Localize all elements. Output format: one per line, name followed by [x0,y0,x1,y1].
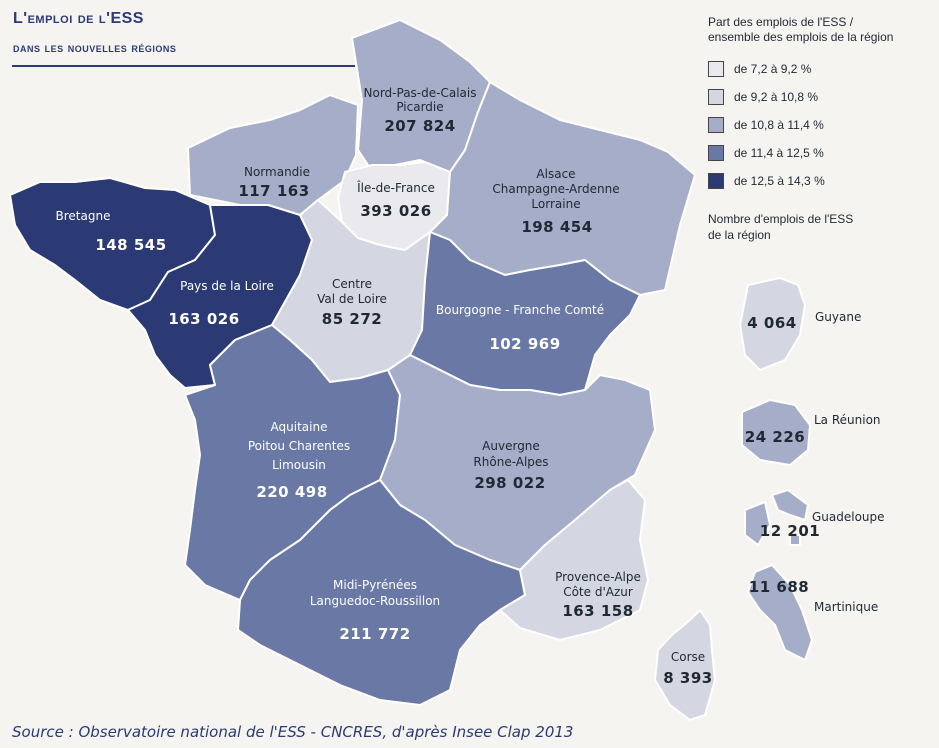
svg-text:Île-de-France: Île-de-France [356,180,435,195]
region-guyane[interactable] [739,277,806,371]
legend-swatch [708,145,724,161]
legend-swatch [708,89,724,105]
svg-text:211 772: 211 772 [339,625,410,643]
svg-text:393 026: 393 026 [360,202,431,220]
legend-label: de 9,2 à 10,8 % [734,90,819,104]
svg-text:Bourgogne - Franche Comté: Bourgogne - Franche Comté [436,303,604,317]
region-martinique[interactable] [747,564,813,661]
region-reunion[interactable] [741,399,811,466]
svg-text:207 824: 207 824 [384,117,455,135]
svg-text:Guadeloupe: Guadeloupe [812,510,885,524]
label-lrmp: Midi-Pyrénées Languedoc-Roussillon 211 7… [310,578,440,643]
svg-text:Alsace: Alsace [536,167,575,181]
label-reunion: 24 226 La Réunion [745,413,881,446]
legend-item: de 10,8 à 11,4 % [708,111,933,139]
legend-label: de 7,2 à 9,2 % [734,62,812,76]
svg-text:Corse: Corse [671,650,705,664]
svg-text:Martinique: Martinique [814,600,878,614]
region-corse[interactable] [654,609,716,721]
label-martinique: 11 688 Martinique [749,578,878,614]
legend-label: de 11,4 à 12,5 % [734,146,824,160]
legend-swatch [708,117,724,133]
label-ara: Auvergne Rhône-Alpes 298 022 [473,439,548,492]
svg-text:148 545: 148 545 [95,236,166,254]
label-paca: Provence-Alpe Côte d'Azur 163 158 [555,570,641,620]
svg-text:220 498: 220 498 [256,483,327,501]
svg-text:Limousin: Limousin [272,458,326,472]
svg-text:Provence-Alpe: Provence-Alpe [555,570,641,584]
svg-text:La Réunion: La Réunion [814,413,881,427]
map-title: L'emploi de l'ESS dans les nouvelles rég… [13,10,176,55]
svg-text:11 688: 11 688 [749,578,809,596]
legend-swatch [708,61,724,77]
svg-text:102 969: 102 969 [489,335,560,353]
svg-text:4 064: 4 064 [747,314,796,332]
source-note: Source : Observatoire national de l'ESS … [12,723,574,741]
title-line-1: L'emploi de l'ESS [13,10,144,27]
svg-text:Champagne-Ardenne: Champagne-Ardenne [492,182,619,196]
legend-swatch [708,173,724,189]
svg-text:117 163: 117 163 [238,182,309,200]
label-bfc: Bourgogne - Franche Comté 102 969 [436,303,604,353]
region-guadeloupe[interactable] [744,489,809,546]
legend-title-line-1: Part des emplois de l'ESS / [708,15,854,29]
label-acal: Alsace Champagne-Ardenne Lorraine 198 45… [492,167,619,236]
svg-text:Lorraine: Lorraine [531,197,580,211]
label-npdc: Nord-Pas-de-Calais Picardie 207 824 [364,86,477,135]
svg-text:Bretagne: Bretagne [56,209,111,223]
title-line-2: dans les nouvelles régions [13,40,177,55]
legend: Part des emplois de l'ESS / ensemble des… [708,15,933,243]
legend-label: de 10,8 à 11,4 % [734,118,824,132]
label-pdl: Pays de la Loire 163 026 [168,279,274,328]
legend-size-title-line-2: de la région [708,228,771,242]
svg-text:Auvergne: Auvergne [482,439,540,453]
region-paca[interactable] [499,479,649,641]
svg-text:Normandie: Normandie [244,165,310,179]
svg-text:Midi-Pyrénées: Midi-Pyrénées [333,578,417,592]
svg-text:Guyane: Guyane [815,310,861,324]
label-normandie: Normandie 117 163 [238,165,310,200]
legend-item: de 7,2 à 9,2 % [708,55,933,83]
label-idf: Île-de-France 393 026 [356,180,435,220]
legend-size-title: Nombre d'emplois de l'ESS de la région [708,211,933,243]
title-underline [12,65,355,67]
legend-title: Part des emplois de l'ESS / ensemble des… [708,15,933,45]
svg-text:Centre: Centre [332,277,372,291]
legend-title-line-2: ensemble des emplois de la région [708,30,894,44]
svg-text:Nord-Pas-de-Calais: Nord-Pas-de-Calais [364,86,477,100]
legend-item: de 9,2 à 10,8 % [708,83,933,111]
svg-text:12 201: 12 201 [760,522,820,540]
svg-text:Picardie: Picardie [396,100,443,114]
label-bretagne: Bretagne 148 545 [56,209,167,254]
svg-text:Val de Loire: Val de Loire [317,292,387,306]
legend-label: de 12,5 à 14,3 % [734,174,825,188]
svg-text:24 226: 24 226 [745,428,805,446]
svg-text:298 022: 298 022 [474,474,545,492]
legend-item: de 11,4 à 12,5 % [708,139,933,167]
legend-size-title-line-1: Nombre d'emplois de l'ESS [708,212,854,226]
label-alpc: Aquitaine Poitou Charentes Limousin 220 … [248,420,350,501]
svg-text:8 393: 8 393 [663,669,712,687]
label-corse: Corse 8 393 [663,650,712,687]
label-guyane: 4 064 Guyane [747,310,861,332]
svg-text:85 272: 85 272 [322,310,382,328]
label-guadeloupe: 12 201 Guadeloupe [760,510,885,540]
svg-text:Rhône-Alpes: Rhône-Alpes [473,455,548,469]
legend-items: de 7,2 à 9,2 % de 9,2 à 10,8 % de 10,8 à… [708,55,933,195]
svg-text:Côte d'Azur: Côte d'Azur [563,585,633,599]
svg-text:163 026: 163 026 [168,310,239,328]
svg-text:163 158: 163 158 [562,602,633,620]
svg-text:Languedoc-Roussillon: Languedoc-Roussillon [310,594,440,608]
svg-text:Pays de la Loire: Pays de la Loire [180,279,274,293]
label-centre: Centre Val de Loire 85 272 [317,277,387,328]
legend-item: de 12,5 à 14,3 % [708,167,933,195]
svg-text:Poitou Charentes: Poitou Charentes [248,439,350,453]
svg-text:198 454: 198 454 [521,218,592,236]
svg-text:Aquitaine: Aquitaine [271,420,328,434]
